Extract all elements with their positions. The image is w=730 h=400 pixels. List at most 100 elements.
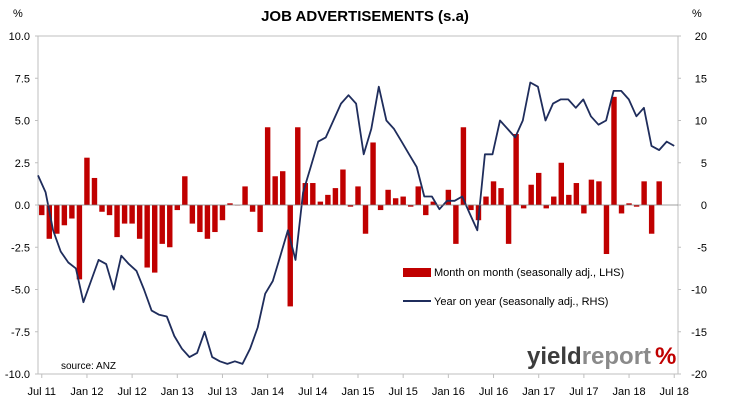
bar	[385, 189, 391, 205]
bars-series	[39, 96, 662, 307]
bar	[257, 205, 263, 233]
bar	[189, 205, 196, 224]
bar	[114, 205, 120, 238]
bar	[355, 186, 361, 205]
bar	[302, 183, 309, 205]
bar	[490, 181, 497, 205]
bar	[377, 205, 384, 211]
left-axis-unit: %	[13, 8, 23, 20]
bar	[566, 194, 572, 205]
bar	[633, 205, 640, 207]
right-tick-label: 5	[701, 158, 707, 170]
bar	[362, 205, 369, 234]
bar	[551, 196, 557, 205]
bar	[279, 171, 286, 205]
bar	[347, 205, 354, 207]
x-tick-label: Jan 16	[432, 386, 465, 398]
x-tick-label: Jul 14	[298, 386, 327, 398]
bar	[626, 203, 632, 205]
brand-part-1: yield	[527, 343, 582, 370]
right-tick-label: -20	[691, 369, 707, 381]
bar	[249, 205, 256, 212]
left-tick-label: -10.0	[5, 369, 30, 381]
bar	[603, 205, 610, 255]
right-tick-label: 0	[701, 200, 707, 212]
bar	[272, 176, 278, 205]
bar	[69, 205, 75, 219]
bar	[174, 205, 181, 211]
bar	[498, 188, 504, 205]
right-tick-label: -5	[697, 242, 707, 254]
x-tick-label: Jul 11	[27, 386, 56, 398]
bar	[340, 169, 346, 205]
legend-label-bars: Month on month (seasonally adj., LHS)	[434, 267, 624, 279]
bar	[460, 127, 467, 205]
x-axis: Jul 11 Jan 12 Jul 12 Jan 13 Jul 13 Jan 14 Jul …	[27, 374, 689, 398]
legend: Month on month (seasonally adj., LHS) Ye…	[403, 267, 624, 308]
bar	[325, 194, 331, 205]
bar	[287, 205, 293, 307]
bar	[151, 205, 158, 273]
bar	[558, 162, 565, 205]
x-tick-label: Jul 15	[388, 386, 417, 398]
bar	[39, 205, 45, 216]
bar	[167, 205, 173, 248]
x-tick-label: Jan 15	[341, 386, 374, 398]
left-tick-label: -5.0	[11, 285, 30, 297]
bar	[407, 205, 414, 207]
bar	[415, 186, 421, 205]
bar	[99, 205, 105, 212]
bar	[535, 172, 542, 205]
bar	[129, 205, 135, 224]
bar	[264, 127, 271, 205]
bar	[159, 205, 165, 244]
x-tick-label: Jan 17	[522, 386, 555, 398]
bar	[136, 205, 143, 239]
right-tick-label: 15	[695, 73, 707, 85]
right-tick-label: 10	[695, 116, 707, 128]
bar	[84, 157, 90, 205]
bar	[505, 205, 512, 244]
x-tick-label: Jul 18	[660, 386, 689, 398]
bar	[310, 183, 316, 205]
right-tick-label: 20	[695, 31, 707, 43]
bar	[618, 205, 625, 214]
bar	[46, 205, 53, 239]
bar	[656, 181, 662, 205]
x-tick-label: Jul 13	[208, 386, 237, 398]
bar	[227, 203, 233, 205]
bar	[219, 205, 226, 221]
bar	[400, 196, 406, 205]
bar	[54, 205, 60, 234]
bar	[573, 183, 580, 205]
x-tick-label: Jul 17	[569, 386, 598, 398]
x-tick-label: Jan 14	[251, 386, 284, 398]
bar	[212, 205, 218, 233]
left-tick-label: 0.0	[15, 200, 30, 212]
bar	[370, 142, 376, 205]
bar	[430, 201, 437, 205]
left-tick-label: 7.5	[15, 73, 30, 85]
bar	[204, 205, 211, 239]
bar	[588, 179, 595, 205]
brand-symbol: %	[655, 343, 676, 370]
left-tick-label: 2.5	[15, 158, 30, 170]
brand-logo: yieldreport%	[527, 343, 676, 370]
bar	[61, 205, 68, 226]
bar	[611, 96, 617, 205]
bar	[445, 189, 452, 205]
bar	[520, 205, 527, 209]
left-tick-label: 5.0	[15, 116, 30, 128]
bar	[513, 134, 519, 205]
bar	[483, 196, 489, 205]
bar	[528, 184, 534, 205]
bar	[468, 205, 474, 211]
brand-part-2: report	[582, 343, 651, 370]
x-tick-label: Jul 12	[117, 386, 146, 398]
bar	[453, 205, 459, 244]
legend-label-line: Year on year (seasonally adj., RHS)	[434, 296, 608, 308]
bar	[317, 201, 324, 205]
yoy-line	[37, 81, 675, 365]
x-tick-label: Jan 12	[70, 386, 103, 398]
